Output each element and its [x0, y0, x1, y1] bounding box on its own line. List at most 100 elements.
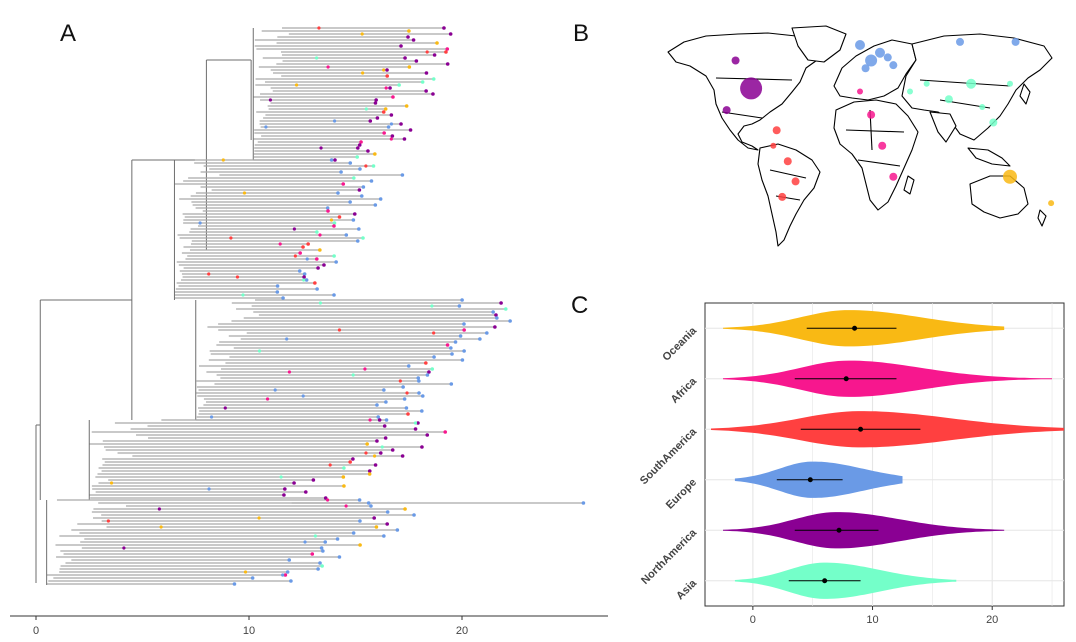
- tree-tip: [408, 128, 413, 132]
- map-point-africa: [878, 141, 887, 150]
- tree-tip: [494, 313, 498, 317]
- tree-tip: [361, 236, 365, 240]
- tree-node: [294, 83, 299, 87]
- tree-node: [257, 516, 261, 520]
- tree-tip: [386, 125, 391, 129]
- tree-tip: [508, 319, 512, 323]
- tree-tip: [357, 227, 361, 231]
- map-point-europe: [883, 53, 892, 62]
- tree-tip: [282, 493, 286, 497]
- tree-tip: [395, 528, 400, 532]
- tree-tip: [374, 525, 379, 529]
- tree-tip: [399, 44, 403, 48]
- tree-tip: [336, 191, 340, 195]
- tree-tip: [375, 439, 379, 443]
- tree-node: [337, 328, 342, 332]
- tree-node: [265, 397, 270, 401]
- tree-node: [368, 418, 372, 422]
- land-madagascar: [903, 175, 915, 195]
- tree-tip: [351, 531, 356, 535]
- tree-x-ticks: 0 10 20: [33, 616, 468, 637]
- tree-node: [122, 546, 126, 550]
- tree-tip: [445, 343, 450, 347]
- tree-tip: [406, 364, 411, 368]
- tree-tip: [388, 86, 392, 90]
- tree-tip: [367, 472, 372, 476]
- tree-tip: [341, 475, 346, 479]
- land-australia: [969, 175, 1029, 219]
- tree-tip: [412, 513, 416, 517]
- violin-mean-southamerica: [858, 426, 864, 432]
- tree-tip: [373, 203, 378, 207]
- violin-mean-oceania: [852, 325, 858, 331]
- tree-tip: [424, 71, 429, 75]
- tree-node: [229, 236, 233, 240]
- tree-tip: [384, 400, 388, 404]
- tree-tip: [357, 143, 362, 147]
- tree-tip: [411, 38, 416, 42]
- tree-node: [389, 137, 393, 141]
- tree-tip: [332, 221, 337, 225]
- tree-tip: [414, 59, 419, 63]
- tree-tip: [424, 361, 428, 365]
- map-point-asia: [989, 118, 998, 127]
- tree-tip: [403, 507, 407, 511]
- tree-tip: [275, 290, 280, 294]
- tree-tip: [443, 430, 448, 434]
- tree-node: [281, 573, 285, 577]
- tree-node: [384, 86, 388, 90]
- map-point-europe: [855, 40, 865, 50]
- map-point-northamerica: [722, 106, 731, 115]
- tree-node: [372, 454, 377, 458]
- tree-tip: [404, 406, 409, 410]
- tree-tip: [420, 409, 424, 413]
- tree-tip: [358, 167, 362, 171]
- tree-node: [223, 406, 227, 410]
- tree-tip: [416, 421, 420, 425]
- tree-tip: [359, 140, 363, 144]
- tree-tip: [407, 29, 411, 33]
- tree-tip: [368, 119, 373, 123]
- tree-tip: [450, 352, 454, 356]
- violin-x-tick-label: 10: [866, 614, 878, 626]
- tree-node: [398, 379, 402, 383]
- map-point-asia: [979, 104, 986, 110]
- tree-node: [351, 373, 355, 377]
- tree-node: [264, 125, 268, 129]
- tree-tip: [462, 322, 466, 326]
- tree-node: [360, 32, 364, 36]
- tree-tip: [315, 287, 319, 291]
- tree-node: [332, 119, 337, 123]
- tree-x-tick-label: 20: [456, 625, 468, 637]
- tree-tip: [341, 182, 346, 186]
- map-point-southamerica: [770, 142, 777, 149]
- map-point-europe: [889, 61, 898, 70]
- tree-tip: [232, 582, 237, 586]
- tree-tip: [382, 388, 386, 392]
- land-asia: [901, 33, 1053, 141]
- map-point-asia: [1007, 80, 1013, 87]
- tree-tip: [302, 275, 306, 279]
- tree-tip: [373, 463, 378, 467]
- tree-tip: [499, 301, 503, 305]
- world-map-land: [667, 25, 1053, 247]
- tree-tip: [366, 149, 370, 153]
- map-point-asia: [923, 80, 930, 87]
- panel-label-c: C: [571, 292, 588, 319]
- border-africa-1: [845, 129, 905, 133]
- map-point-asia: [944, 95, 953, 104]
- map-point-europe: [875, 47, 885, 58]
- tree-node: [106, 519, 110, 523]
- tree-tip: [359, 194, 364, 198]
- tree-tip: [289, 579, 293, 583]
- tree-node: [329, 218, 334, 222]
- tree-tip: [332, 293, 336, 297]
- tree-node: [382, 68, 386, 72]
- tree-tip: [283, 573, 288, 577]
- land-japan: [1019, 83, 1031, 105]
- tree-node: [235, 275, 240, 279]
- tree-tip: [319, 546, 324, 550]
- tree-tip: [381, 110, 386, 114]
- tree-tip: [449, 346, 453, 350]
- tree-tip: [306, 242, 310, 246]
